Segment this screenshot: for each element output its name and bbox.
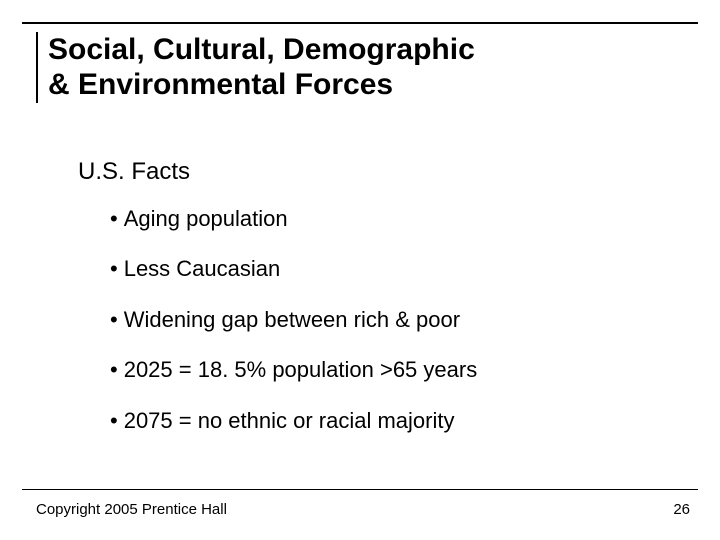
page-number: 26 — [673, 501, 690, 518]
title-line-1: Social, Cultural, Demographic — [48, 32, 660, 67]
title-block: Social, Cultural, Demographic & Environm… — [36, 32, 660, 103]
bullet-text: Less Caucasian — [124, 256, 281, 282]
bullet-icon: • — [110, 357, 118, 383]
list-item: • 2025 = 18. 5% population >65 years — [110, 357, 660, 383]
list-item: • 2075 = no ethnic or racial majority — [110, 408, 660, 434]
bullet-icon: • — [110, 256, 118, 282]
bullet-icon: • — [110, 307, 118, 333]
bullet-icon: • — [110, 206, 118, 232]
top-horizontal-rule — [22, 22, 698, 24]
bullet-list: • Aging population • Less Caucasian • Wi… — [110, 206, 660, 458]
list-item: • Aging population — [110, 206, 660, 232]
title-line-2: & Environmental Forces — [48, 67, 660, 102]
bullet-text: Widening gap between rich & poor — [124, 307, 460, 333]
bullet-text: 2075 = no ethnic or racial majority — [124, 408, 455, 434]
bottom-horizontal-rule — [22, 489, 698, 490]
list-item: • Widening gap between rich & poor — [110, 307, 660, 333]
bullet-text: 2025 = 18. 5% population >65 years — [124, 357, 478, 383]
bullet-text: Aging population — [124, 206, 288, 232]
slide-container: Social, Cultural, Demographic & Environm… — [0, 0, 720, 540]
subheading: U.S. Facts — [78, 158, 190, 186]
copyright-text: Copyright 2005 Prentice Hall — [36, 501, 227, 518]
bullet-icon: • — [110, 408, 118, 434]
list-item: • Less Caucasian — [110, 256, 660, 282]
